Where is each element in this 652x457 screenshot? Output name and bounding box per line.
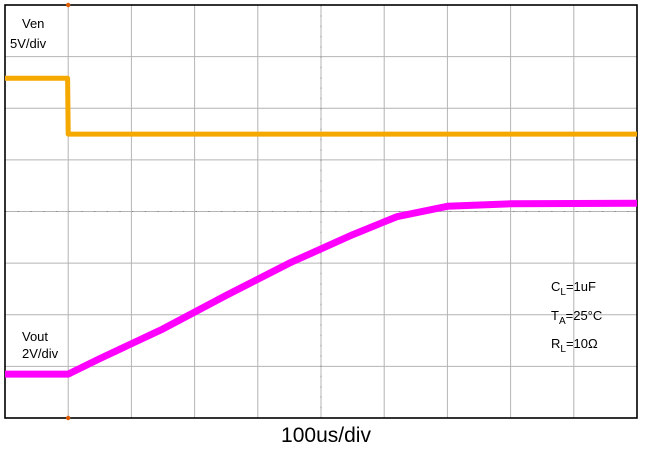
ambient-temperature-annotation: TA=25°C: [551, 308, 602, 327]
vout-scale-label: 2V/div: [22, 346, 59, 361]
ven-trace: [5, 75, 637, 137]
ven-channel-label: Ven: [22, 16, 44, 31]
load-capacitance-annotation: CL=1uF: [551, 279, 596, 298]
timebase-label: 100us/div: [281, 424, 371, 447]
ven-scale-label: 5V/div: [10, 36, 47, 51]
load-resistance-annotation: RL=10Ω: [551, 336, 598, 355]
trigger-marker: [66, 2, 71, 8]
trigger-marker: [66, 415, 71, 421]
plot-frame: [4, 4, 638, 419]
vout-channel-label: Vout: [22, 329, 48, 344]
graticule: [5, 5, 637, 418]
vout-trace: [5, 199, 638, 378]
trigger-markers: [66, 2, 71, 421]
